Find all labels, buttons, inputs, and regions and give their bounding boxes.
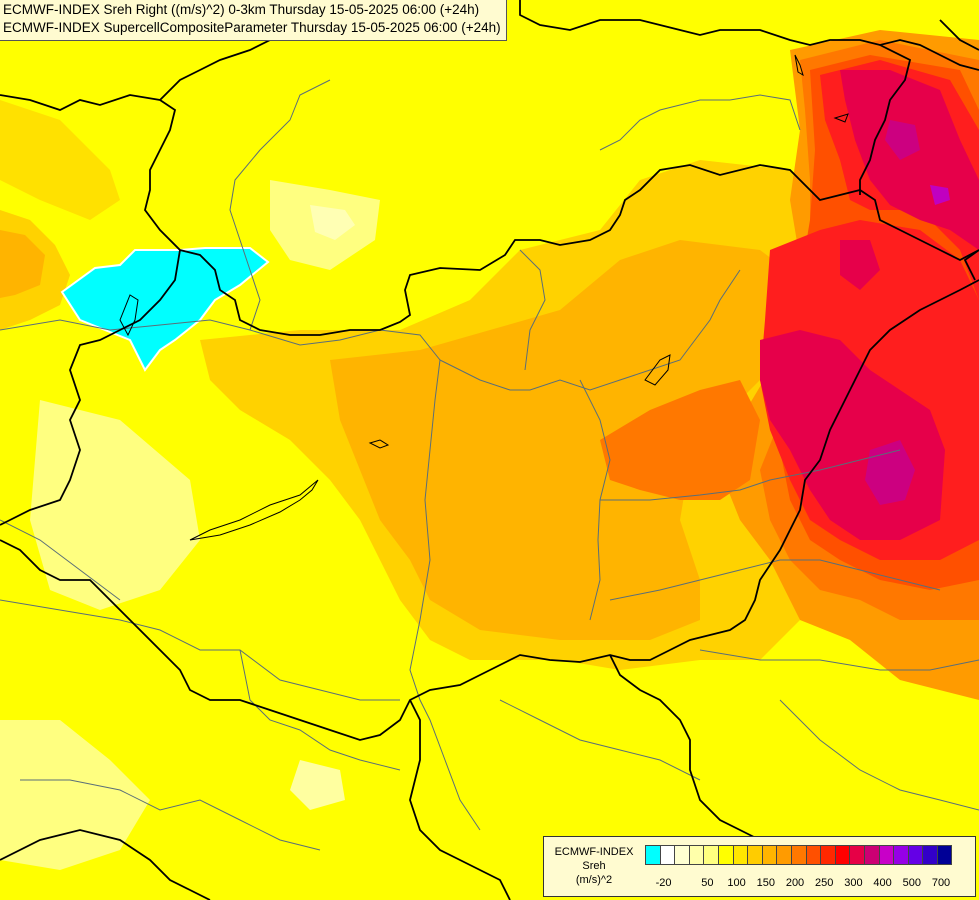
color-legend: ECMWF-INDEX Sreh (m/s)^2 -20 50 100 150 200 2… [543,836,976,897]
legend-swatch [761,845,778,865]
east-crimson-spot [840,240,880,290]
rivers [0,79,979,851]
legend-tick-label: 700 [931,877,951,889]
legend-swatch [849,845,865,865]
legend-title: ECMWF-INDEX [554,846,634,858]
title-line-scp: ECMWF-INDEX SupercellCompositeParameter … [3,20,501,35]
legend-swatch [703,845,719,865]
legend-unit: (m/s)^2 [575,874,613,886]
east-magenta-spot [865,440,915,505]
legend-swatches [645,845,953,865]
legend-swatch [790,845,807,865]
legend-swatch [805,845,822,865]
legend-tick-label: 100 [727,877,746,889]
legend-swatch [834,845,851,865]
legend-swatch [732,845,749,865]
small-lake [368,439,390,449]
title-line-sreh: ECMWF-INDEX Sreh Right ((m/s)^2) 0-3km T… [3,2,480,17]
legend-swatch [893,845,909,865]
pale-zone-north-core [310,205,355,240]
central-east-dark-orange [600,380,760,500]
map-title-box: ECMWF-INDEX Sreh Right ((m/s)^2) 0-3km T… [0,0,507,41]
legend-swatch [820,845,836,865]
small-lake-ne [833,113,849,123]
small-lake-east [644,354,671,386]
legend-variable: Sreh [582,860,606,872]
pale-zone-west [30,400,200,610]
lake-neusiedl [119,294,139,337]
legend-tick-label: 400 [873,877,892,889]
legend-swatch [674,845,690,865]
legend-tick-label: 300 [844,877,863,889]
pale-zone-southwest [0,720,150,870]
northwest-gold-zone [0,100,120,220]
legend-swatch [922,845,938,865]
legend-tick-label: 200 [785,877,805,889]
northeast-magenta-spot [885,120,920,160]
small-lake-north [794,54,804,77]
legend-swatch [645,845,661,865]
legend-tick-label: 50 [701,877,714,889]
northeast-purple-spot [930,185,950,205]
legend-swatch [776,845,792,865]
legend-swatch [878,845,895,865]
west-orange-core [0,230,45,298]
legend-tick-label: -20 [655,877,672,889]
central-orange-zone [330,240,800,640]
northeast-crimson-zone [840,70,979,250]
legend-swatch [747,845,763,865]
legend-tick-label: 250 [815,877,834,889]
lake-balaton [189,479,319,541]
legend-swatch [936,845,953,865]
legend-tick-label: 150 [756,877,775,889]
legend-swatch [659,845,676,865]
legend-swatch [907,845,924,865]
legend-tick-label: 500 [902,877,921,889]
legend-swatch [717,845,734,865]
pale-zone-south [290,760,345,810]
legend-swatch [688,845,705,865]
legend-swatch [863,845,880,865]
